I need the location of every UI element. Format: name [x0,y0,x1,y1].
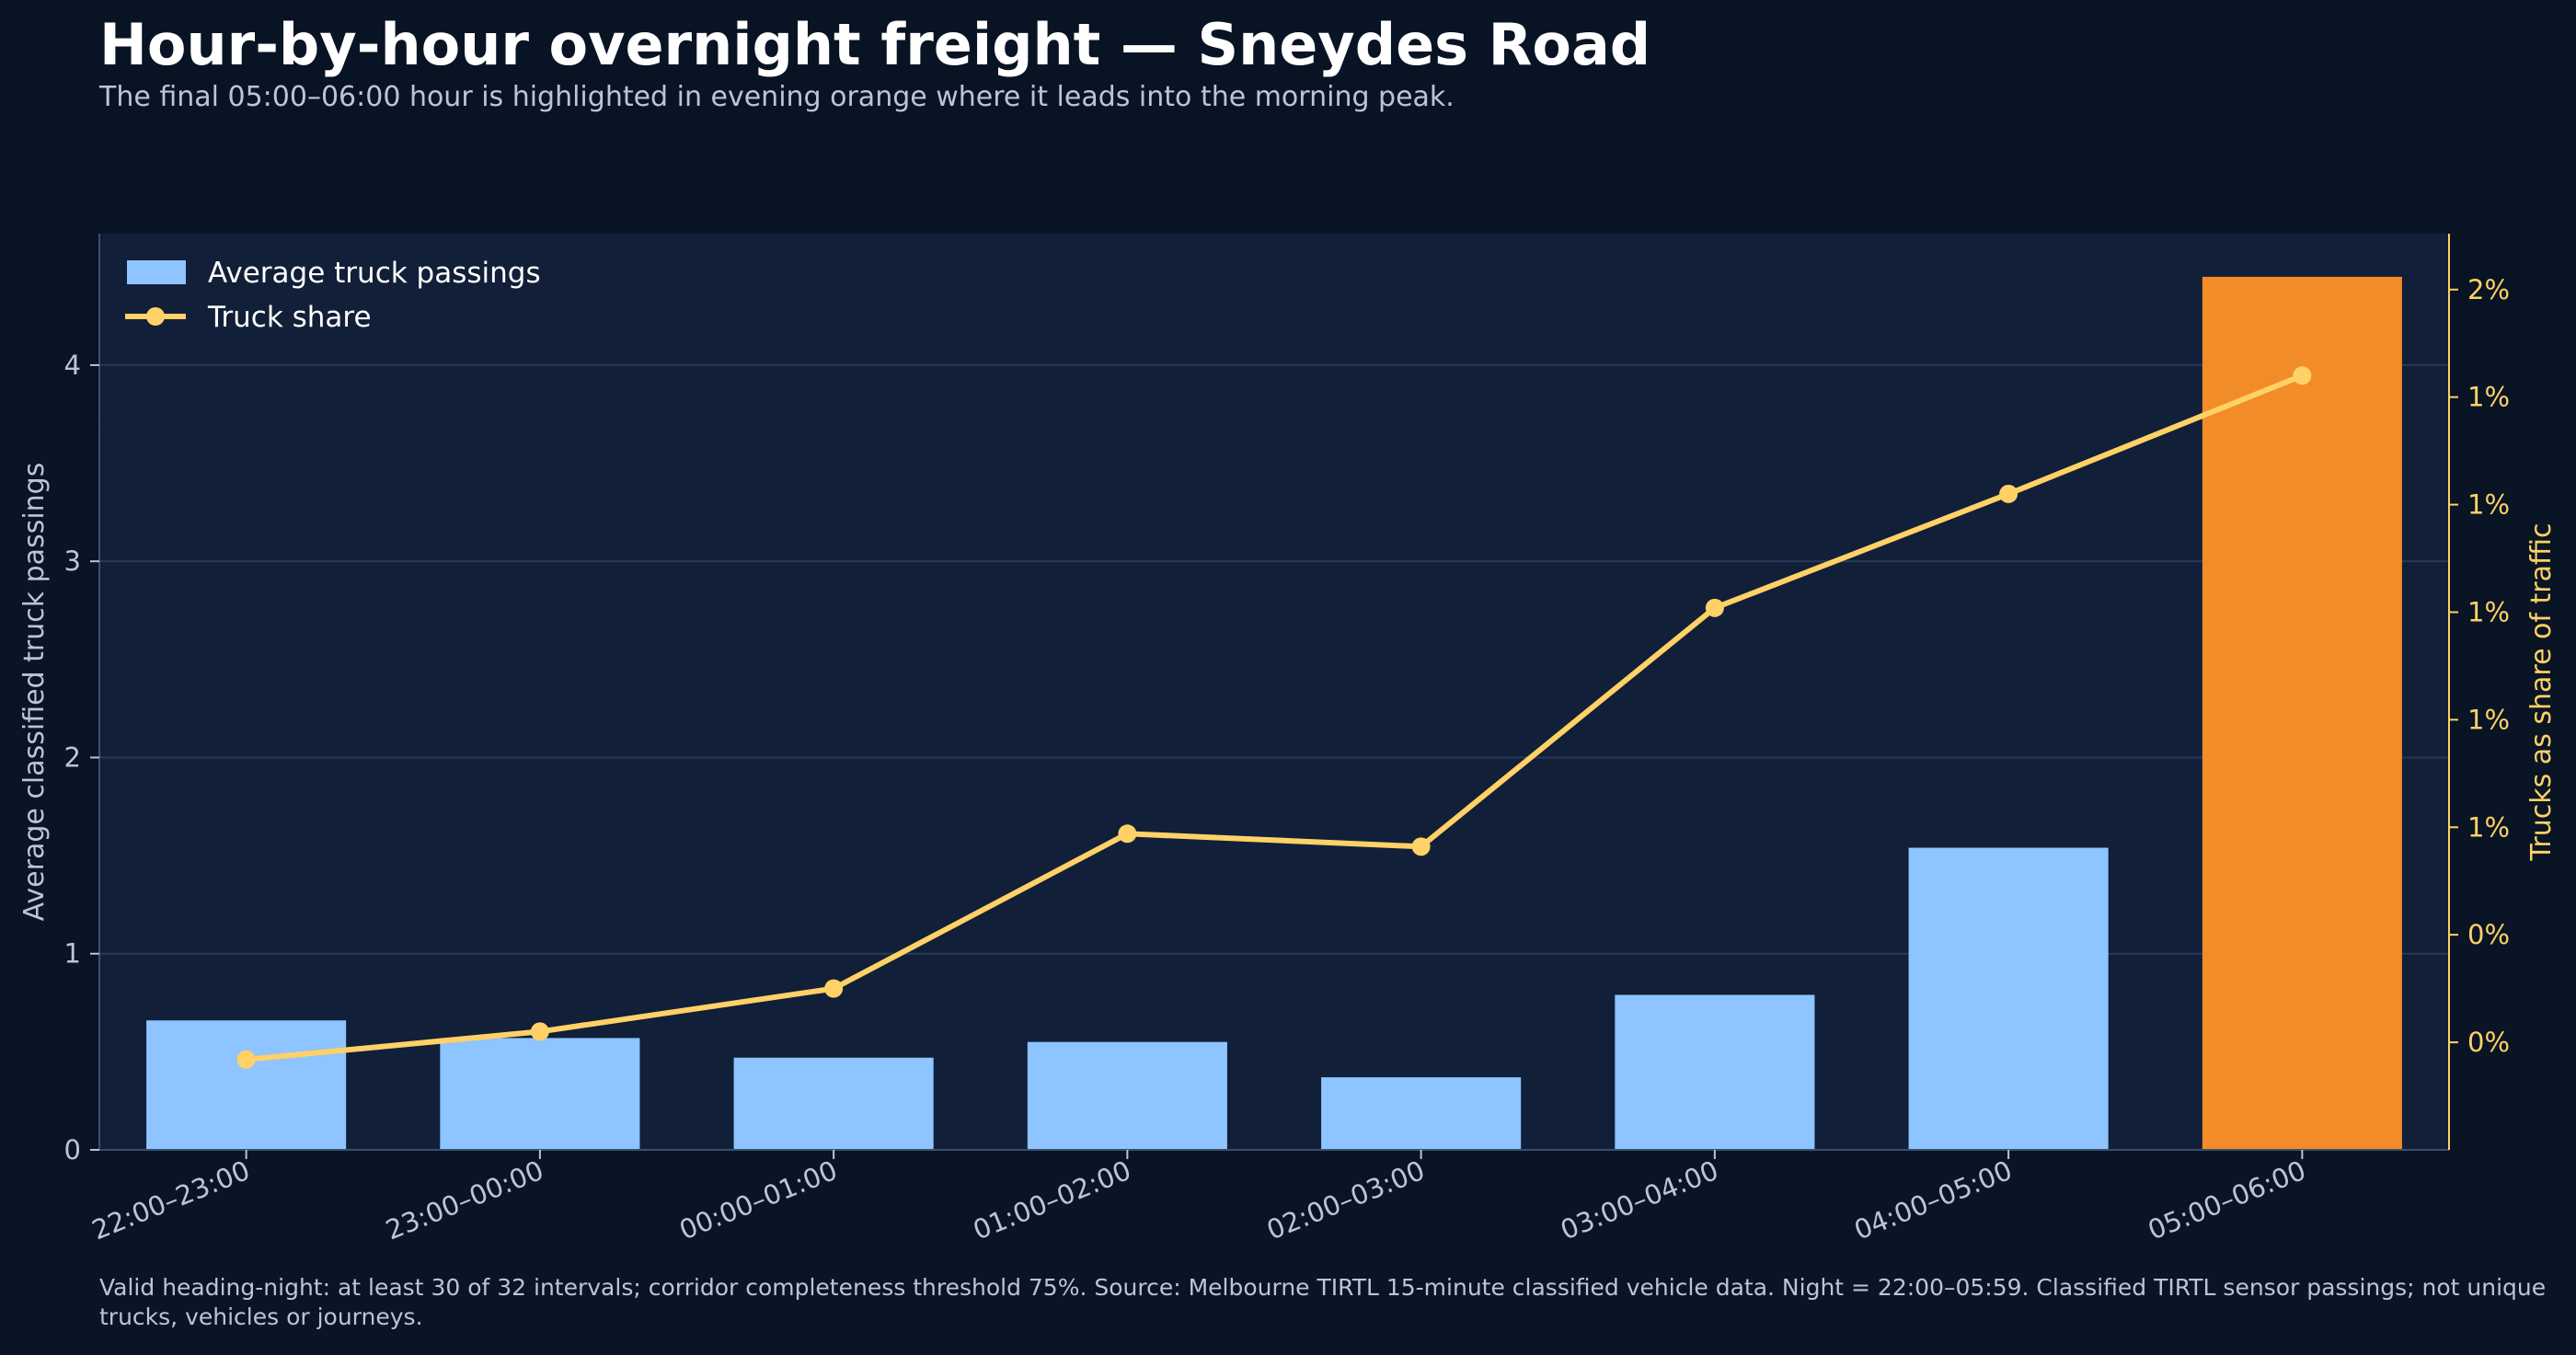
legend-bar-swatch [127,260,186,284]
right-tick-label: 1% [2467,382,2510,413]
x-tick-label: 04:00–05:00 [1850,1154,2017,1246]
x-tick-label: 23:00–00:00 [381,1154,547,1246]
bar-5 [1615,994,1815,1150]
left-tick-label: 0 [64,1134,81,1166]
x-tick-label: 05:00–06:00 [2144,1154,2310,1246]
x-tick-label: 00:00–01:00 [675,1154,842,1246]
x-tick-label: 02:00–03:00 [1262,1154,1429,1246]
bar-0 [146,1020,347,1150]
x-tick-label: 01:00–02:00 [969,1154,1135,1246]
x-tick-label: 22:00–23:00 [87,1154,254,1246]
bar-6 [1908,847,2109,1150]
bar-3 [1027,1041,1227,1150]
chart-footnote: Valid heading-night: at least 30 of 32 i… [99,1274,2547,1330]
x-tick-label: 03:00–04:00 [1556,1154,1722,1246]
share-point-3 [1118,824,1137,844]
share-point-4 [1411,837,1431,856]
share-point-0 [236,1050,256,1069]
bar-2 [733,1057,934,1150]
legend: Average truck passings Truck share [125,257,541,334]
share-point-5 [1705,598,1724,617]
truck-share-points [236,366,2312,1069]
legend-line-marker [146,307,165,326]
left-tick-label: 1 [64,938,81,970]
right-tick-label: 2% [2467,274,2510,305]
right-axis-title: Trucks as share of traffic [2525,523,2558,862]
legend-bar-label: Average truck passings [208,257,541,290]
left-tick-label: 4 [64,350,81,381]
share-point-2 [824,979,844,998]
share-point-6 [1999,484,2018,503]
bar-4 [1321,1077,1522,1150]
right-tick-label: 1% [2467,704,2510,735]
legend-line-label: Truck share [207,301,372,334]
share-point-7 [2293,366,2312,385]
right-tick-label: 0% [2467,919,2510,950]
share-point-1 [530,1022,549,1041]
right-tick-label: 1% [2467,489,2510,521]
bars [146,276,2402,1150]
left-tick-label: 3 [64,545,81,577]
bar-1 [440,1038,640,1150]
right-tick-label: 1% [2467,811,2510,843]
chart-title: Hour-by-hour overnight freight — Sneydes… [99,11,1651,78]
right-tick-label: 0% [2467,1027,2510,1058]
left-axis-title: Average classified truck passings [18,463,51,922]
truck-share-line [246,373,2304,1062]
right-tick-label: 1% [2467,596,2510,627]
chart-subtitle: The final 05:00–06:00 hour is highlighte… [99,81,1455,113]
bar-7 [2202,276,2402,1150]
left-tick-label: 2 [64,741,81,773]
